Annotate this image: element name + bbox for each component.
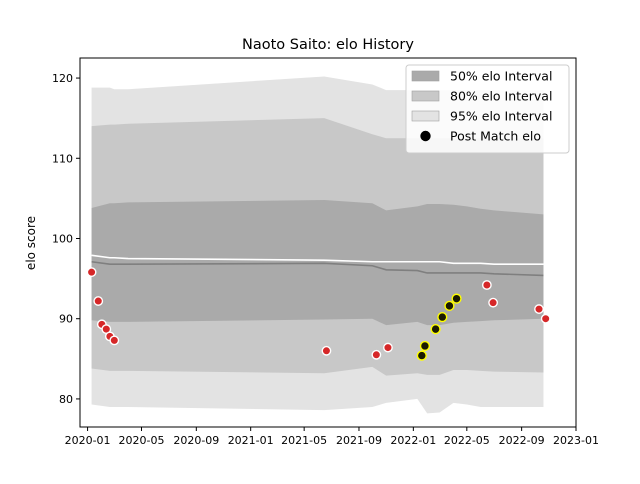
post-match-point-16	[481, 280, 492, 290]
elo-lines	[91, 254, 544, 277]
legend-label-4: Post Match elo	[450, 129, 541, 144]
x-tick-label-2022-09: 2022-09	[499, 434, 545, 447]
chart-title: Naoto Saito: elo History	[242, 37, 414, 53]
legend-swatch-3	[411, 110, 440, 122]
post-match-point-15	[451, 293, 462, 304]
post-match-point-10	[416, 350, 427, 361]
y-tick-label-120: 120	[52, 72, 73, 85]
y-tick-label-80: 80	[59, 393, 73, 406]
post-match-point-17	[488, 297, 499, 308]
y-axis-label: elo score	[24, 216, 38, 270]
legend-label-2: 80% elo Interval	[450, 89, 552, 104]
x-tick-label-2022-01: 2022-01	[390, 434, 436, 447]
legend-swatch-1	[411, 70, 440, 82]
interval-50-band	[91, 199, 544, 326]
post-match-point-1	[86, 267, 97, 278]
legend-label-3: 95% elo Interval	[450, 109, 552, 124]
post-match-point-12	[430, 324, 441, 335]
post-match-point-2	[93, 296, 104, 306]
x-tick-label-2023-01: 2023-01	[553, 434, 599, 447]
upper-elo-line	[91, 254, 544, 265]
x-tick-label-2021-09: 2021-09	[336, 434, 382, 447]
post-match-point-8	[371, 349, 382, 360]
legend-marker-post-match	[420, 130, 431, 142]
post-match-point-9	[383, 342, 393, 353]
legend-swatch-2	[411, 90, 440, 102]
post-match-point-13	[437, 312, 448, 323]
post-match-point-14	[444, 300, 455, 311]
x-tick-label-2021-05: 2021-05	[281, 434, 327, 447]
legend-box	[405, 64, 570, 154]
interval-bands	[91, 76, 544, 414]
x-tick-label-2022-05: 2022-05	[444, 434, 490, 447]
axes: 2020-01 2020-05 2020-09 2021-01 2021-05 2021-…	[52, 57, 599, 447]
x-tick-label-2020-01: 2020-01	[65, 434, 111, 447]
post-match-point-18	[534, 304, 544, 314]
y-tick-label-100: 100	[52, 232, 73, 245]
x-tick-label-2020-05: 2020-05	[119, 434, 165, 447]
post-match-point-19	[540, 313, 551, 324]
post-match-point-7	[321, 345, 332, 356]
x-tick-label-2021-01: 2021-01	[228, 434, 274, 447]
plot-frame	[79, 57, 577, 428]
y-tick-label-110: 110	[52, 152, 73, 165]
x-tick-label-2020-09: 2020-09	[173, 434, 219, 447]
y-tick-label-90: 90	[59, 313, 73, 326]
post-match-points	[86, 267, 551, 361]
legend-label-1: 50% elo Interval	[450, 69, 552, 84]
legend: 50% elo Interval 80% elo Interval 95% elo …	[405, 64, 570, 154]
post-match-point-6	[109, 335, 120, 346]
post-match-point-11	[419, 340, 431, 352]
mean-elo-line	[91, 260, 544, 277]
